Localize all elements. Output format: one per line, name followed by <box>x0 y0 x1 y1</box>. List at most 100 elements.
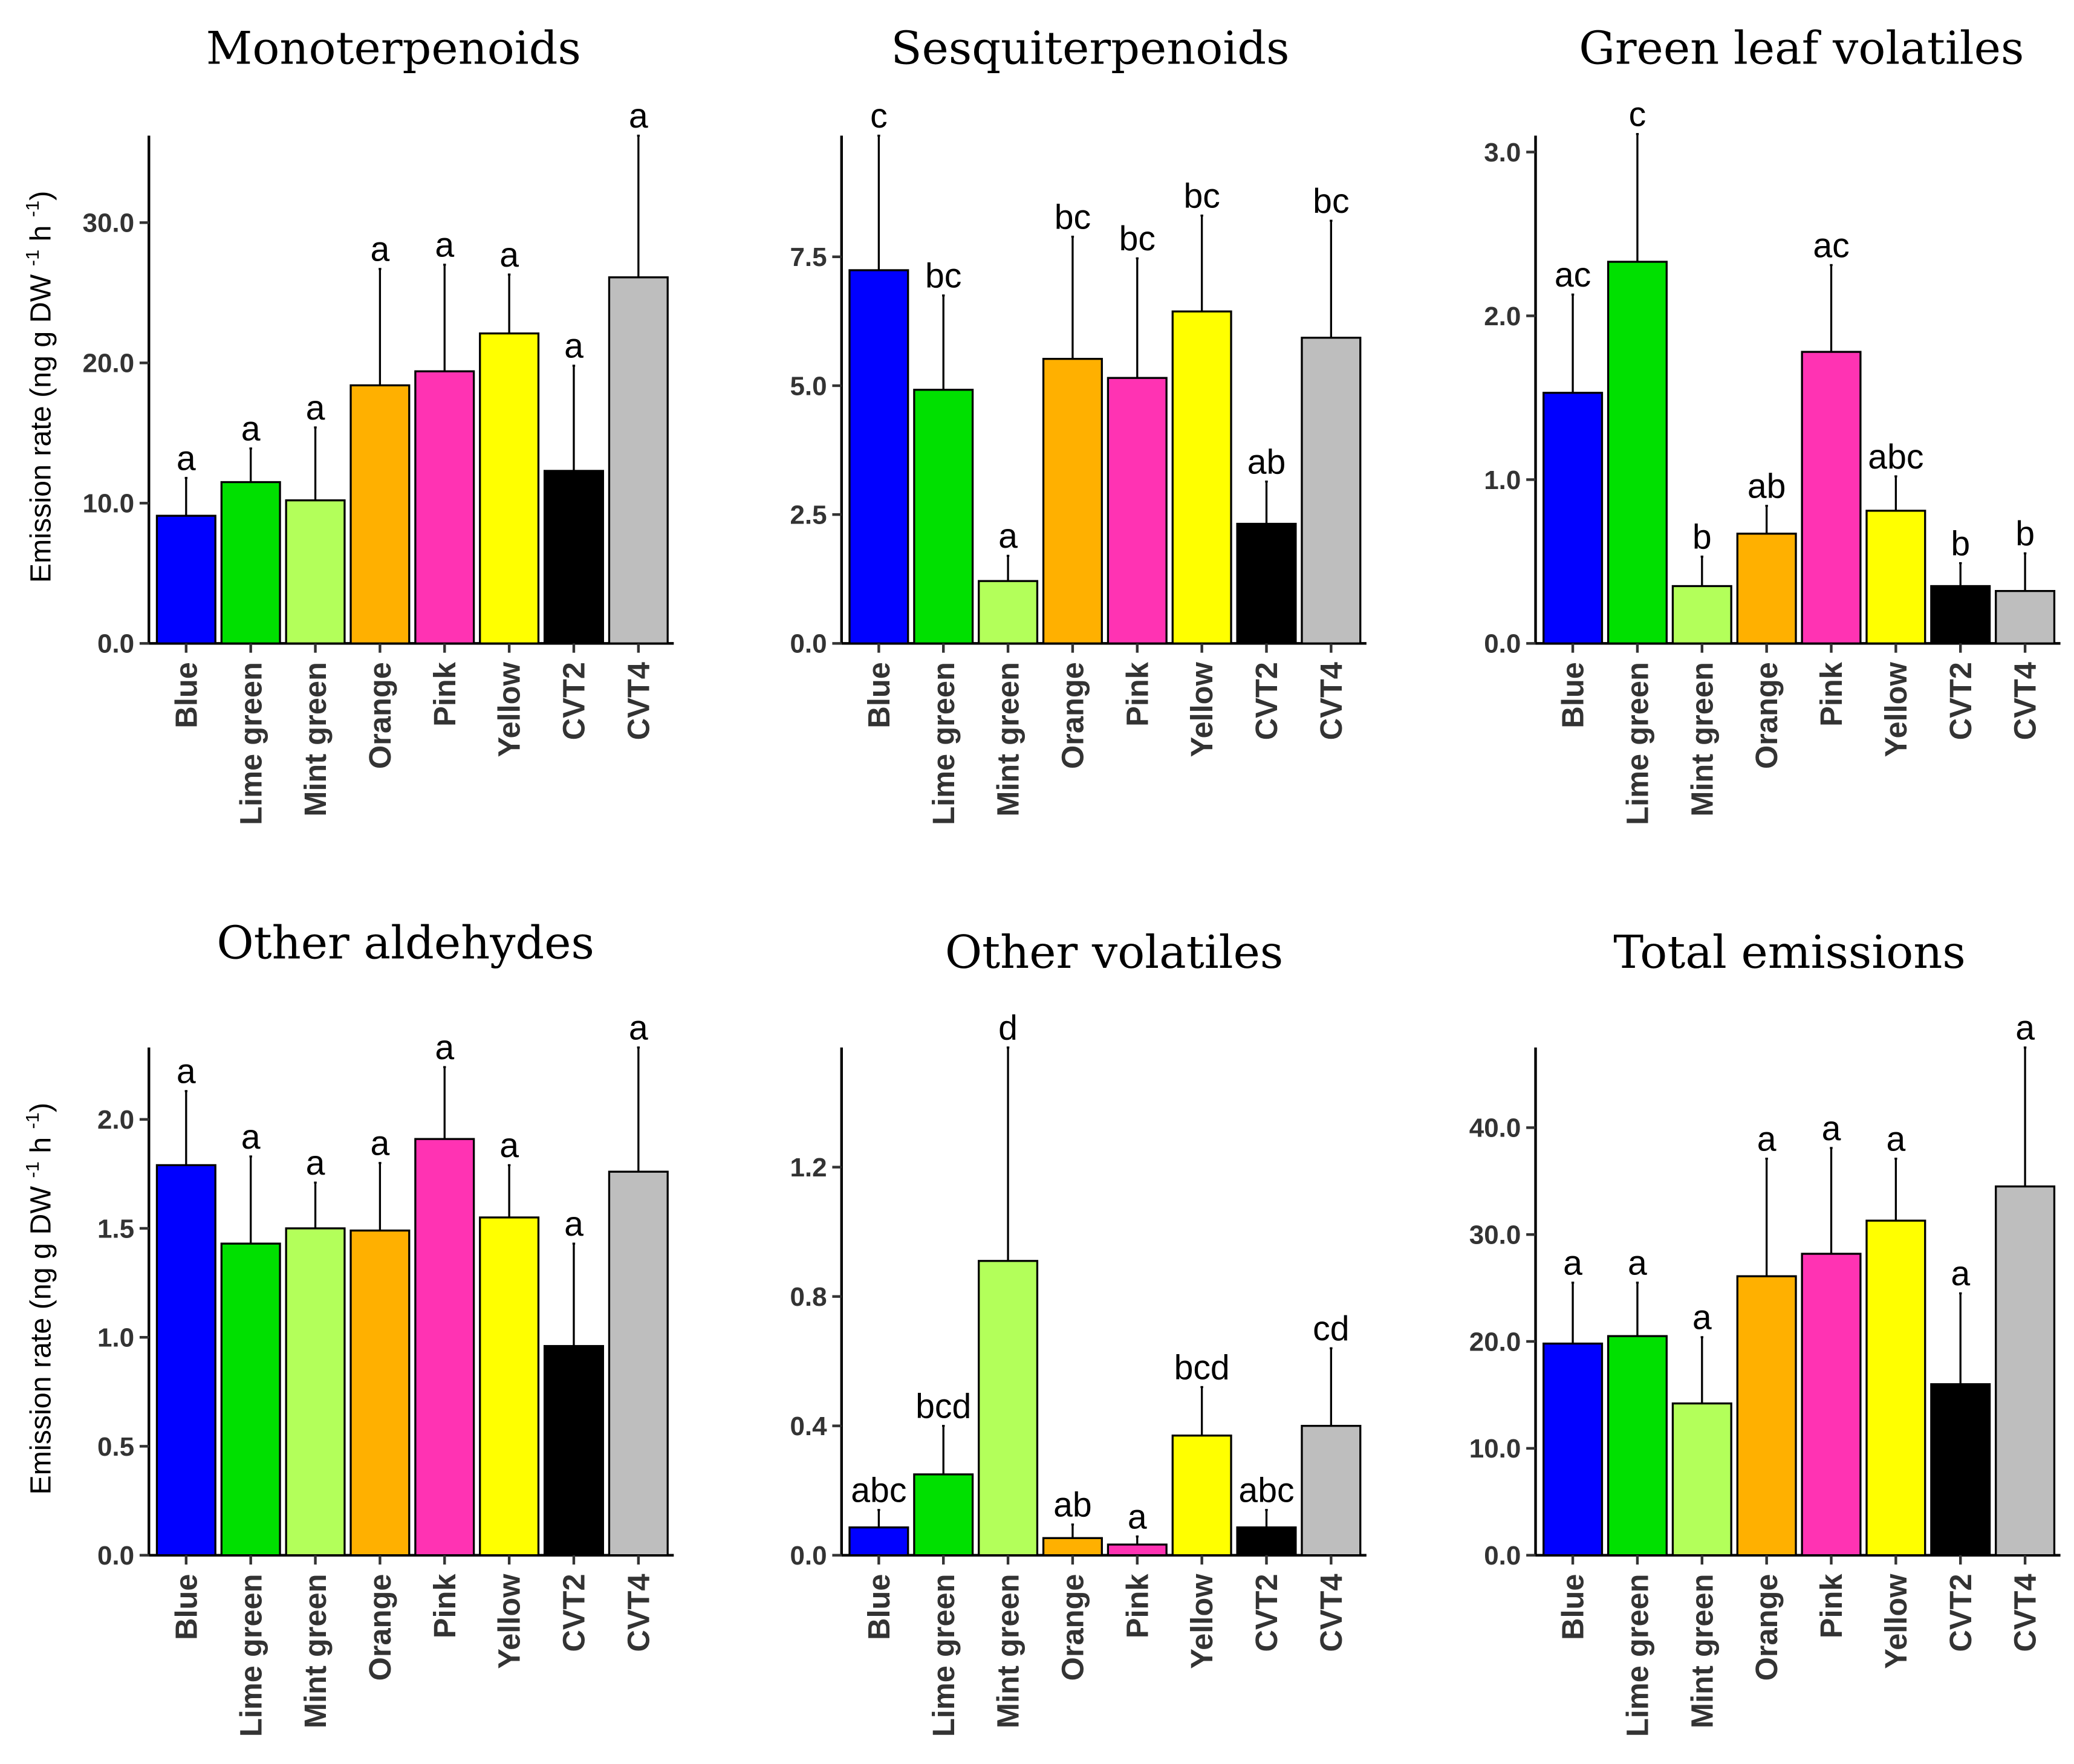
x-tick-label: Orange <box>1749 662 1784 769</box>
x-tick-label: CVT4 <box>1314 1574 1348 1652</box>
significance-letter: a <box>564 1205 584 1244</box>
significance-letter: a <box>629 1009 648 1048</box>
bar-cvt2 <box>1930 1383 1991 1557</box>
bar-cvt2 <box>1236 1526 1297 1557</box>
significance-letter: ac <box>1813 226 1849 265</box>
significance-letter: a <box>370 1124 389 1163</box>
x-tick-label: Pink <box>1814 661 1848 727</box>
x-tick-label: Pink <box>1120 661 1154 727</box>
y-tick-label: 0.4 <box>790 1412 827 1441</box>
bar-orange <box>1042 1537 1103 1557</box>
chart-title: Other volatiles <box>945 926 1283 979</box>
bar-lime-green <box>220 1242 281 1557</box>
significance-letter: a <box>1563 1244 1582 1283</box>
y-axis-label: Emission rate (ng g DW -1 h -1) <box>22 1103 57 1495</box>
bar-orange <box>1042 357 1103 644</box>
chart-panel-5: Other volatiles 0.0 0.4 0.8 1.2 abc Blue bcd Lim… <box>790 926 1367 1737</box>
y-tick-label: 2.0 <box>1484 302 1521 331</box>
y-tick-label: 20.0 <box>1469 1327 1521 1357</box>
x-tick-label: CVT4 <box>621 1574 655 1652</box>
x-tick-label: CVT2 <box>1249 1574 1284 1652</box>
bar-blue <box>848 269 909 644</box>
bar-cvt2 <box>543 470 604 644</box>
chart-panel-6: Total emissions 0.0 10.0 20.0 30.0 40.0 a Blue a… <box>1469 926 2061 1737</box>
y-tick-label: 7.5 <box>790 242 827 272</box>
significance-letter: a <box>998 517 1018 556</box>
chart-title: Sesquiterpenoids <box>891 22 1289 75</box>
chart-title: Total emissions <box>1613 926 1966 979</box>
y-tick-label: 40.0 <box>1469 1114 1521 1143</box>
significance-letter: bcd <box>915 1387 971 1425</box>
x-tick-label: Orange <box>363 662 397 769</box>
y-axis-label-end: ) <box>25 191 57 201</box>
y-tick-label: 1.0 <box>1484 465 1521 495</box>
x-tick-label: Mint green <box>1685 662 1719 817</box>
y-tick-label: 0.0 <box>97 1541 134 1571</box>
y-tick-label: 0.0 <box>1484 1541 1521 1571</box>
y-axis-label-mid: h <box>25 217 57 250</box>
x-tick-label: Lime green <box>926 1574 961 1737</box>
significance-letter: a <box>1822 1109 1841 1148</box>
significance-letter: a <box>1692 1299 1712 1337</box>
bar-lime-green <box>1607 1335 1668 1557</box>
chart-title: Other aldehydes <box>216 916 594 969</box>
bar-pink <box>1801 1253 1862 1557</box>
x-tick-label: Blue <box>1556 1574 1590 1640</box>
x-tick-label: Blue <box>862 662 896 728</box>
significance-letter: a <box>629 97 648 135</box>
x-tick-label: Yellow <box>1185 661 1219 757</box>
bar-orange <box>1736 533 1797 644</box>
x-tick-label: CVT4 <box>2008 662 2043 740</box>
y-tick-label: 0.0 <box>790 629 827 659</box>
x-tick-label: Orange <box>1056 662 1090 769</box>
x-tick-label: CVT2 <box>1249 662 1284 740</box>
bar-cvt4 <box>1995 1185 2056 1557</box>
y-axis-label-end: ) <box>25 1103 57 1112</box>
x-tick-label: Blue <box>169 662 203 728</box>
bar-blue <box>848 1526 909 1557</box>
significance-letter: a <box>435 1028 454 1067</box>
chart-panel-1: Monoterpenoids 0.0 10.0 20.0 30.0 a Blue a Lime … <box>22 22 674 825</box>
bar-yellow <box>479 332 540 644</box>
bar-mint-green <box>285 1227 346 1557</box>
y-axis-label: Emission rate (ng g DW -1 h -1) <box>22 191 57 583</box>
significance-letter: abc <box>851 1471 906 1510</box>
significance-letter: a <box>1128 1497 1147 1536</box>
bar-cvt4 <box>608 1170 669 1557</box>
y-axis-label-sup: -1 <box>22 201 43 217</box>
bar-mint-green <box>1671 585 1732 644</box>
y-tick-label: 30.0 <box>1469 1221 1521 1250</box>
y-axis-label-sup: -1 <box>22 1161 43 1178</box>
y-tick-label: 1.2 <box>790 1153 827 1182</box>
chart-panel-2: Sesquiterpenoids 0.0 2.5 5.0 7.5 c Blue bc Lime … <box>790 22 1367 825</box>
x-tick-label: Lime green <box>1621 1574 1655 1737</box>
x-tick-label: Pink <box>1120 1574 1154 1639</box>
x-tick-label: Pink <box>427 661 462 727</box>
significance-letter: cd <box>1313 1309 1349 1348</box>
bar-pink <box>414 370 475 644</box>
significance-letter: a <box>1886 1120 1905 1158</box>
y-tick-label: 0.0 <box>790 1541 827 1571</box>
x-tick-label: CVT2 <box>557 1574 591 1652</box>
x-tick-label: CVT4 <box>621 662 655 740</box>
significance-letter: a <box>499 236 519 274</box>
y-tick-label: 0.8 <box>790 1282 827 1312</box>
y-tick-label: 0.5 <box>97 1432 134 1462</box>
bar-cvt4 <box>1995 589 2056 644</box>
y-axis-label-main: Emission rate (ng g DW <box>25 266 57 583</box>
y-tick-label: 10.0 <box>82 489 134 519</box>
y-axis-label-sup: -1 <box>22 250 43 266</box>
bar-cvt2 <box>543 1344 604 1557</box>
bar-blue <box>1542 1342 1604 1557</box>
bar-mint-green <box>978 580 1039 644</box>
bar-pink <box>1107 377 1168 644</box>
significance-letter: a <box>1628 1244 1647 1283</box>
bar-blue <box>155 1164 216 1557</box>
x-tick-label: Orange <box>1749 1574 1784 1681</box>
chart-title: Monoterpenoids <box>206 22 581 75</box>
significance-letter: a <box>1951 1254 1970 1293</box>
bar-lime-green <box>220 481 281 644</box>
y-tick-label: 30.0 <box>82 209 134 238</box>
x-tick-label: Yellow <box>492 661 527 757</box>
chart-panel-3: Green leaf volatiles 0.0 1.0 2.0 3.0 ac Blue c L… <box>1484 22 2061 825</box>
